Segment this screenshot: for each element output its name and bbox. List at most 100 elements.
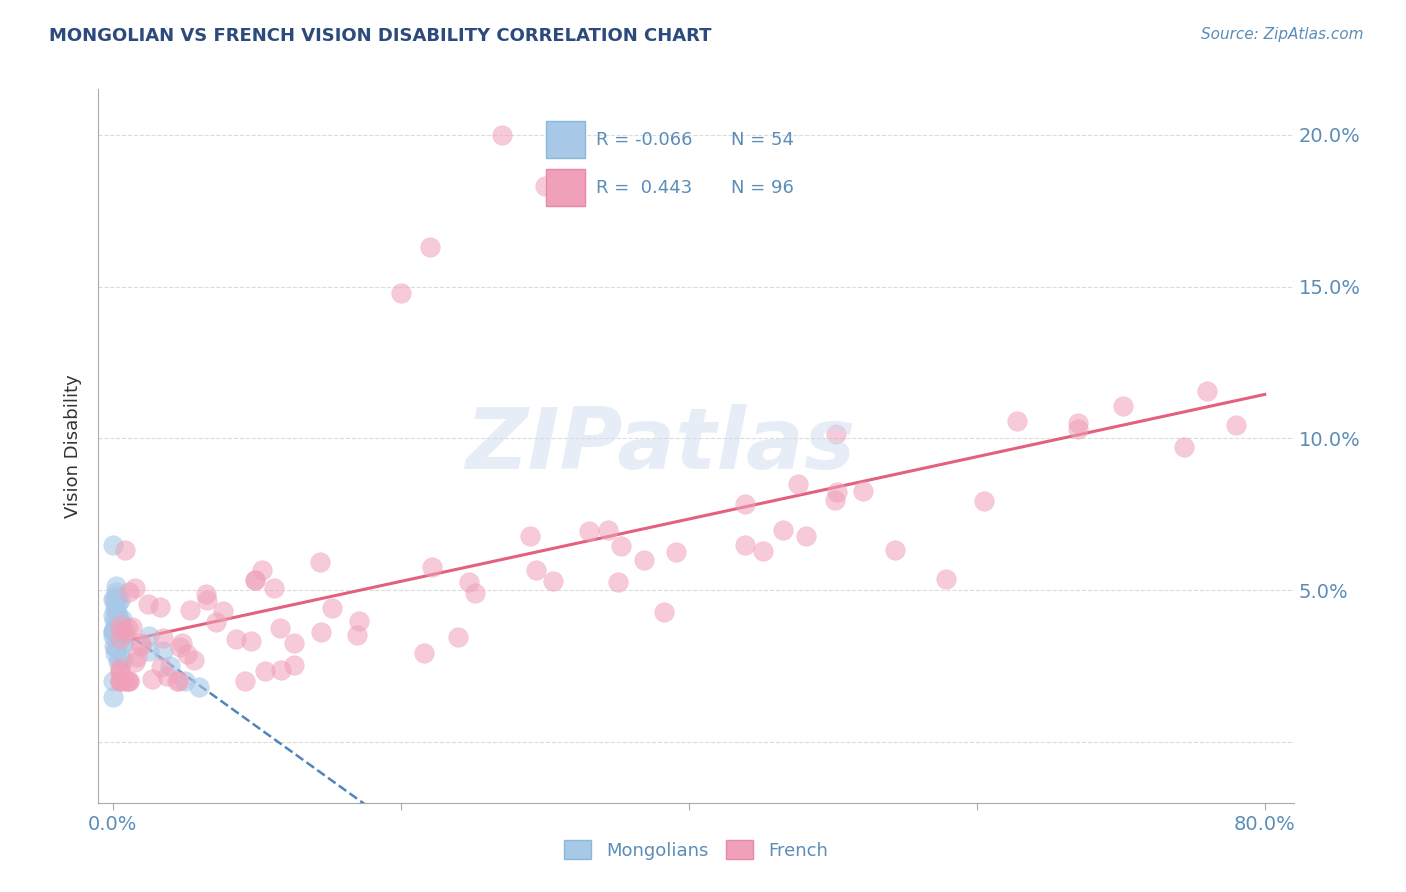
Point — [155, 669, 177, 683]
Point — [239, 634, 262, 648]
Point — [245, 573, 267, 587]
Point — [250, 563, 273, 577]
Point — [973, 494, 995, 508]
Point — [101, 690, 124, 704]
Point — [138, 644, 160, 658]
Point — [107, 622, 129, 636]
Point — [794, 529, 817, 543]
Point — [183, 653, 205, 667]
Text: MONGOLIAN VS FRENCH VISION DISABILITY CORRELATION CHART: MONGOLIAN VS FRENCH VISION DISABILITY CO… — [49, 27, 711, 45]
Point — [110, 614, 132, 628]
Point — [105, 592, 128, 607]
Point — [118, 674, 141, 689]
Point — [606, 575, 628, 590]
Point — [107, 615, 129, 629]
Point — [105, 607, 128, 622]
Point — [117, 621, 139, 635]
Point — [104, 603, 127, 617]
Point — [825, 427, 848, 442]
Point — [633, 553, 655, 567]
Text: N = 54: N = 54 — [731, 131, 794, 149]
Point — [179, 603, 201, 617]
Point — [104, 625, 127, 640]
Point — [194, 587, 217, 601]
Point — [159, 659, 181, 673]
Point — [104, 641, 127, 656]
Point — [447, 630, 470, 644]
Point — [108, 664, 131, 678]
Point — [283, 657, 305, 672]
Point — [108, 632, 131, 646]
Point — [108, 674, 131, 689]
Point — [1112, 399, 1135, 413]
Point — [103, 592, 125, 607]
Point — [309, 556, 332, 570]
Point — [114, 624, 136, 639]
Point — [270, 663, 292, 677]
Point — [169, 640, 191, 654]
Point — [131, 635, 153, 649]
Point — [321, 601, 343, 615]
Point — [170, 636, 193, 650]
Point — [107, 654, 129, 668]
Point — [519, 529, 541, 543]
Point — [111, 636, 134, 650]
Point — [824, 493, 846, 508]
Point — [108, 660, 131, 674]
Point — [269, 621, 291, 635]
Point — [101, 538, 124, 552]
Point — [852, 483, 875, 498]
Point — [491, 128, 513, 142]
Point — [610, 540, 633, 554]
Point — [254, 664, 277, 678]
Point — [141, 672, 163, 686]
Point — [108, 615, 131, 629]
Point — [225, 632, 247, 646]
Point — [105, 622, 128, 636]
Point — [104, 579, 127, 593]
Point — [107, 623, 129, 637]
Point — [104, 646, 127, 660]
Point — [149, 599, 172, 614]
Point — [103, 621, 125, 635]
Point — [346, 628, 368, 642]
Point — [578, 524, 600, 539]
Point — [103, 624, 125, 638]
Point — [104, 615, 127, 630]
Point — [152, 631, 174, 645]
Point — [787, 477, 810, 491]
Point — [104, 584, 127, 599]
FancyBboxPatch shape — [546, 120, 585, 158]
Point — [825, 484, 848, 499]
Point — [173, 674, 195, 689]
Point — [420, 560, 443, 574]
Text: Source: ZipAtlas.com: Source: ZipAtlas.com — [1201, 27, 1364, 42]
Point — [105, 641, 128, 656]
Text: R = -0.066: R = -0.066 — [596, 131, 693, 149]
Point — [664, 545, 686, 559]
Point — [114, 543, 136, 558]
Point — [101, 625, 124, 640]
Point — [105, 607, 128, 621]
Point — [734, 497, 756, 511]
Point — [108, 652, 131, 666]
Point — [458, 574, 481, 589]
Point — [107, 596, 129, 610]
Y-axis label: Vision Disability: Vision Disability — [65, 374, 83, 518]
Point — [112, 636, 135, 650]
Point — [188, 681, 211, 695]
FancyBboxPatch shape — [546, 169, 585, 206]
Point — [103, 629, 125, 643]
Point — [115, 674, 138, 689]
Point — [389, 285, 412, 300]
Point — [283, 636, 305, 650]
Point — [598, 523, 620, 537]
Point — [1195, 384, 1218, 399]
Text: R =  0.443: R = 0.443 — [596, 179, 692, 197]
Point — [413, 646, 436, 660]
Legend: Mongolians, French: Mongolians, French — [557, 833, 835, 867]
Point — [118, 585, 141, 599]
Point — [533, 179, 555, 194]
Point — [136, 597, 159, 611]
Point — [233, 674, 256, 689]
